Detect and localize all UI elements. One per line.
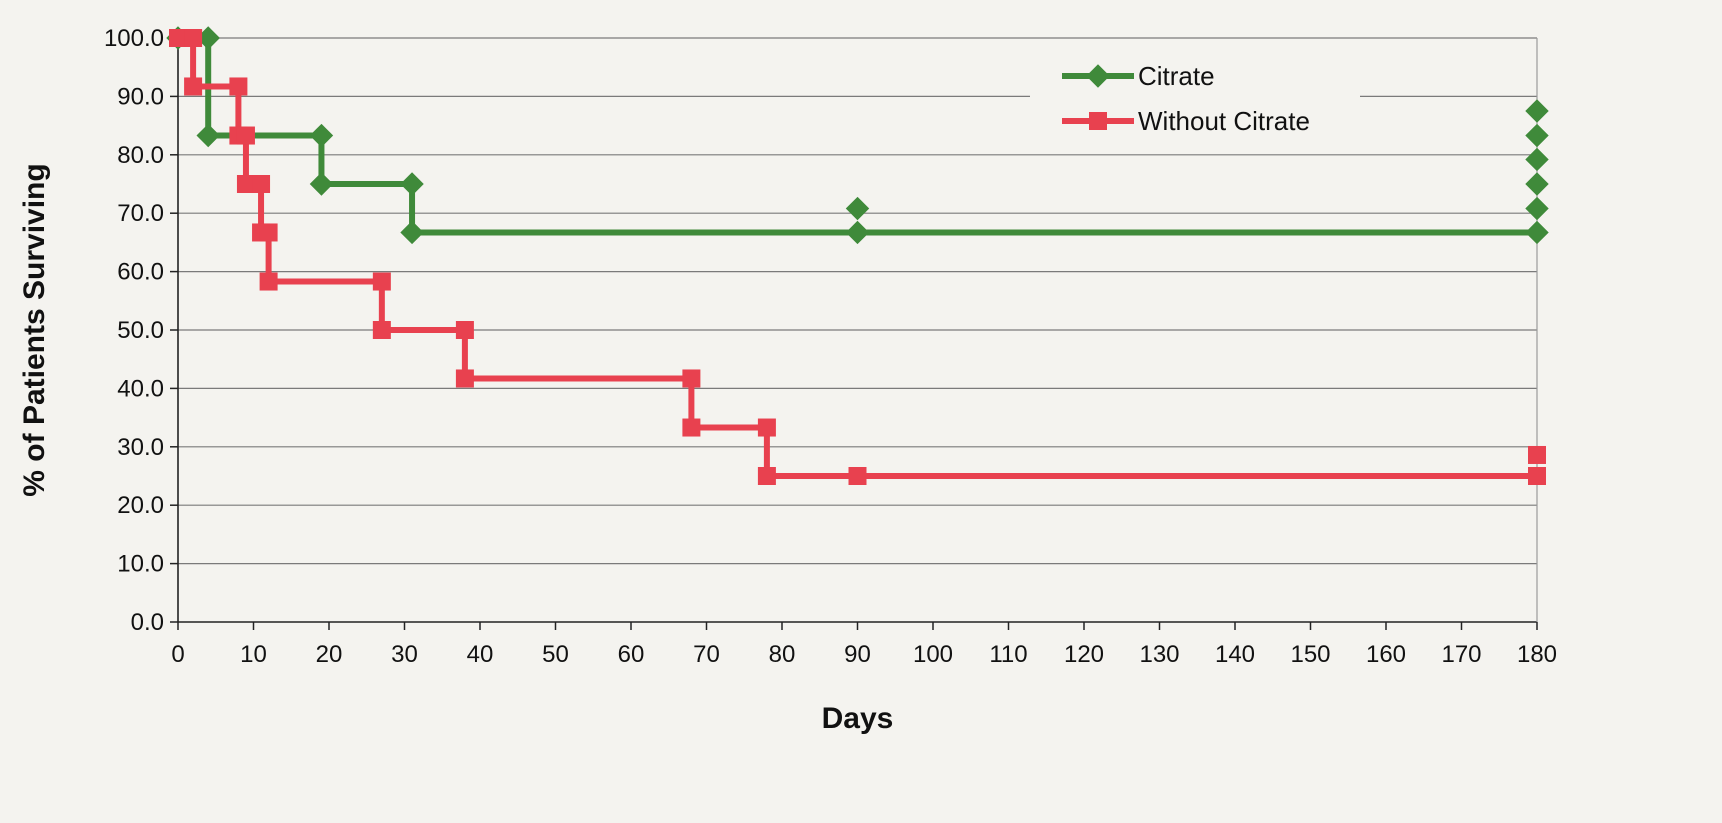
data-point: [400, 172, 424, 196]
data-point: [455, 321, 474, 339]
y-tick-label: 30.0: [117, 434, 164, 461]
data-point: [309, 172, 334, 196]
series-without-citrate: [169, 29, 1546, 485]
data-point: [252, 175, 271, 193]
x-tick-label: 90: [844, 641, 871, 668]
x-tick-label: 80: [769, 641, 796, 668]
x-tick-label: 120: [1064, 641, 1104, 668]
y-axis-title: % of Patients Surviving: [18, 163, 51, 496]
data-point: [757, 418, 776, 437]
x-tick-label: 140: [1215, 641, 1255, 668]
x-tick-label: 110: [989, 641, 1027, 668]
data-point: [184, 77, 203, 96]
x-tick-label: 70: [693, 641, 720, 668]
legend-marker: [1086, 64, 1110, 88]
data-point: [309, 123, 334, 148]
data-point: [848, 467, 867, 485]
legend-label: Citrate: [1138, 61, 1215, 91]
legend-item-citrate: Citrate: [1062, 61, 1215, 91]
data-point: [1528, 467, 1546, 485]
data-point: [169, 29, 187, 47]
data-point: [1525, 220, 1549, 245]
data-point: [259, 272, 278, 291]
censor-mark: [1525, 196, 1549, 221]
data-point: [682, 418, 701, 437]
data-point: [682, 369, 701, 388]
data-point: [372, 321, 391, 339]
x-tick-label: 10: [240, 641, 267, 668]
x-tick-label: 100: [913, 641, 953, 668]
x-tick-label: 150: [1290, 641, 1330, 668]
x-tick-label: 20: [316, 641, 343, 668]
data-point: [236, 175, 255, 193]
data-point: [236, 126, 255, 145]
y-tick-label: 60.0: [117, 259, 164, 286]
legend-marker: [1089, 112, 1107, 130]
data-point: [455, 369, 474, 388]
y-tick-label: 90.0: [117, 83, 164, 110]
censor-mark: [1525, 99, 1549, 123]
y-tick-label: 40.0: [117, 375, 164, 402]
data-point: [400, 220, 424, 245]
censor-mark: [845, 196, 870, 221]
y-tick-label: 100.0: [104, 25, 164, 52]
legend-item-without-citrate: Without Citrate: [1062, 106, 1310, 136]
data-point: [184, 29, 203, 47]
x-tick-label: 160: [1366, 641, 1406, 668]
grid-lines: [178, 37, 1537, 565]
y-tick-label: 80.0: [117, 142, 164, 169]
x-tick-label: 40: [467, 641, 494, 668]
y-tick-label: 70.0: [117, 200, 164, 227]
x-axis-title: Days: [822, 702, 894, 735]
data-point: [229, 77, 248, 96]
x-tick-label: 30: [391, 641, 418, 668]
x-tick-label: 180: [1517, 641, 1557, 668]
y-tick-label: 0.0: [131, 609, 164, 636]
x-tick-label: 60: [618, 641, 645, 668]
x-tick-label: 50: [542, 641, 569, 668]
x-tick-label: 170: [1441, 641, 1481, 668]
y-tick-label: 20.0: [117, 492, 164, 519]
legend-box: [1030, 44, 1360, 152]
censor-mark: [1525, 123, 1549, 148]
data-point: [372, 272, 391, 291]
data-point: [845, 220, 870, 245]
series-layer: [166, 26, 1549, 485]
data-point: [259, 223, 278, 242]
y-tick-label: 50.0: [117, 317, 164, 344]
data-point: [196, 123, 220, 148]
censor-mark: [1528, 445, 1546, 464]
x-tick-label: 130: [1139, 641, 1179, 668]
censor-mark: [1525, 147, 1549, 172]
data-point: [757, 467, 776, 485]
x-tick-label: 0: [171, 641, 184, 668]
legend-label: Without Citrate: [1138, 106, 1310, 136]
censor-mark: [1525, 172, 1549, 196]
legend: Citrate Without Citrate: [1030, 44, 1360, 152]
axes: 0.0 10.0 20.0 30.0 40.0 50.0 60.0 70.0 80.0 90.0 1…: [104, 25, 1557, 668]
y-tick-label: 10.0: [117, 551, 164, 578]
